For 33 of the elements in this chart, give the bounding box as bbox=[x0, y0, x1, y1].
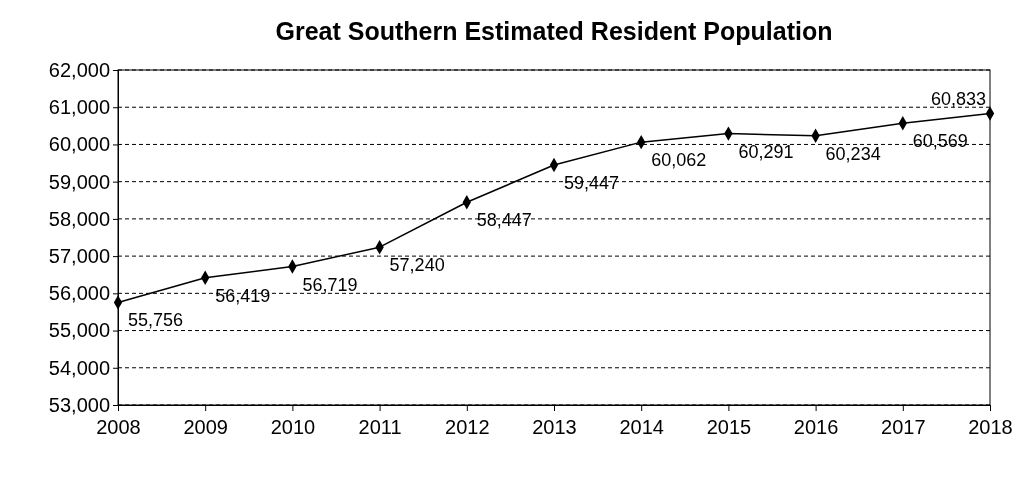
y-tick-label: 53,000 bbox=[48, 393, 110, 416]
x-tick-label: 2014 bbox=[619, 416, 664, 438]
y-tick-label: 55,000 bbox=[48, 319, 110, 342]
x-tick-label: 2016 bbox=[793, 416, 839, 438]
data-label: 60,833 bbox=[930, 89, 986, 110]
y-tick-label: 58,000 bbox=[48, 207, 110, 230]
data-label: 56,719 bbox=[302, 274, 358, 295]
x-tick-label: 2009 bbox=[183, 416, 228, 438]
data-label: 60,062 bbox=[651, 150, 707, 171]
x-tick-label: 2010 bbox=[270, 416, 316, 438]
data-label: 58,447 bbox=[476, 210, 532, 231]
y-tick-label: 56,000 bbox=[48, 282, 110, 305]
x-tick-label: 2015 bbox=[706, 416, 752, 438]
data-label: 55,756 bbox=[128, 310, 184, 331]
y-tick-label: 57,000 bbox=[48, 245, 110, 268]
x-tick-label: 2008 bbox=[96, 416, 141, 438]
y-tick-label: 60,000 bbox=[48, 133, 110, 156]
x-tick-label: 2017 bbox=[881, 416, 926, 438]
y-tick-label: 54,000 bbox=[48, 356, 110, 379]
data-label: 59,447 bbox=[564, 173, 620, 194]
y-tick-label: 59,000 bbox=[48, 170, 110, 193]
x-tick-label: 2011 bbox=[358, 416, 402, 438]
y-tick-label: 62,000 bbox=[48, 58, 110, 81]
data-label: 56,419 bbox=[215, 285, 271, 306]
data-label: 57,240 bbox=[389, 255, 445, 276]
data-label: 60,234 bbox=[825, 143, 881, 164]
chart-title: Great Southern Estimated Resident Population bbox=[275, 17, 833, 45]
y-tick-label: 61,000 bbox=[48, 96, 110, 119]
data-label: 60,569 bbox=[912, 131, 968, 152]
x-tick-label: 2013 bbox=[532, 416, 577, 438]
data-label: 60,291 bbox=[738, 141, 794, 162]
x-tick-label: 2018 bbox=[968, 416, 1013, 438]
x-tick-label: 2012 bbox=[445, 416, 490, 438]
